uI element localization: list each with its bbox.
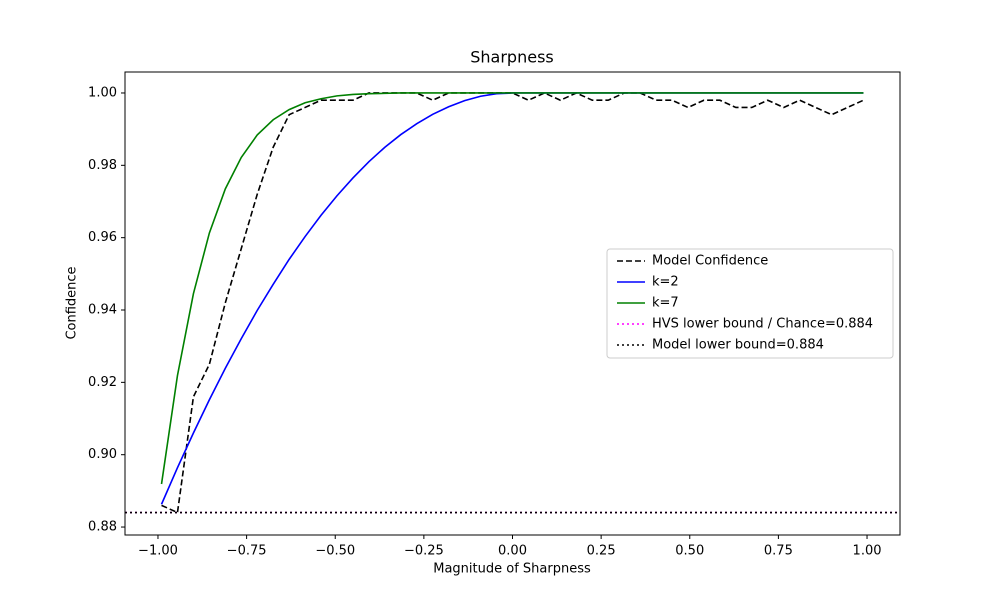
x-tick-label: 0.50	[675, 544, 704, 559]
x-tick-label: 0.75	[764, 544, 793, 559]
series-line	[160, 92, 864, 485]
x-tick-label: −0.50	[315, 544, 355, 559]
chart-title: Sharpness	[470, 48, 554, 67]
y-tick-label: 0.98	[88, 158, 117, 173]
legend-label: HVS lower bound / Chance=0.884	[652, 317, 873, 332]
legend-label: Model lower bound=0.884	[652, 338, 824, 353]
plot-area	[125, 92, 900, 514]
y-axis-label: Confidence	[65, 266, 80, 339]
x-tick-label: −0.75	[227, 544, 267, 559]
y-tick-label: 0.92	[88, 375, 117, 390]
x-tick-label: −1.00	[138, 544, 178, 559]
y-tick-label: 0.90	[88, 447, 117, 462]
series-line	[161, 92, 864, 514]
x-tick-label: 0.25	[587, 544, 616, 559]
plot-frame	[124, 71, 901, 536]
y-tick-label: 0.96	[88, 230, 117, 245]
x-tick-label: 0.00	[498, 544, 527, 559]
x-tick-label: 1.00	[853, 544, 882, 559]
y-tick-label: 1.00	[88, 85, 117, 100]
y-tick-label: 0.88	[88, 520, 117, 535]
y-tick-label: 0.94	[88, 303, 117, 318]
legend-box	[606, 248, 894, 359]
legend-label: Model Confidence	[652, 254, 768, 269]
legend-label: k=2	[652, 275, 679, 290]
legend-label: k=7	[652, 296, 679, 311]
x-axis-label: Magnitude of Sharpness	[433, 562, 591, 577]
x-tick-label: −0.25	[404, 544, 444, 559]
